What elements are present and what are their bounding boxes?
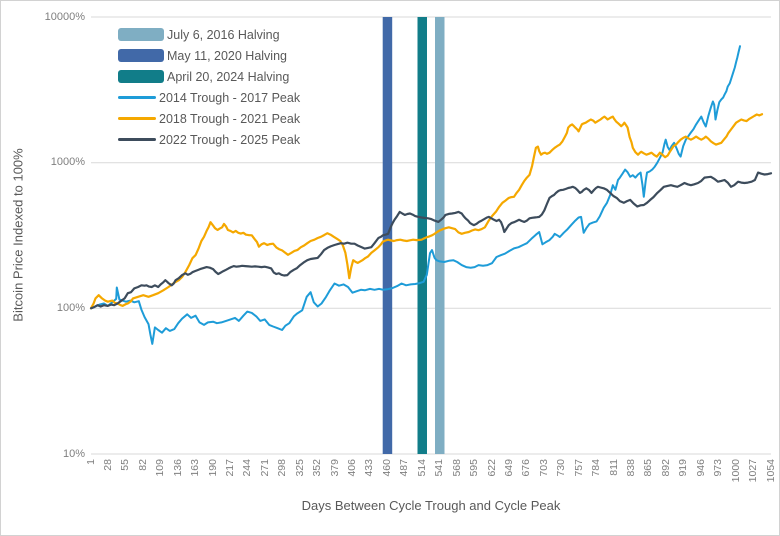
halving-bar xyxy=(417,17,427,454)
x-tick-label: 811 xyxy=(607,459,620,476)
x-tick-label: 784 xyxy=(590,459,603,477)
cycle-2022-line-swatch xyxy=(118,138,156,141)
x-tick-label: 946 xyxy=(694,459,707,477)
x-tick-label: 757 xyxy=(572,459,585,477)
x-tick-label: 271 xyxy=(258,459,271,477)
x-tick-label: 1027 xyxy=(747,459,760,483)
x-tick-label: 541 xyxy=(433,459,446,477)
x-tick-label: 298 xyxy=(276,459,289,477)
legend-item-halving-2020: May 11, 2020 Halving xyxy=(118,45,300,66)
x-tick-label: 730 xyxy=(555,459,568,477)
halving-2024-swatch xyxy=(118,70,164,83)
legend-item-halving-2016: July 6, 2016 Halving xyxy=(118,24,300,45)
series-line-0 xyxy=(90,45,741,345)
y-tick-label: 1000% xyxy=(50,156,85,169)
legend-label: July 6, 2016 Halving xyxy=(167,27,280,42)
x-tick-label: 514 xyxy=(415,459,428,477)
x-tick-label: 28 xyxy=(101,459,114,471)
y-tick-label: 100% xyxy=(56,301,85,314)
x-tick-label: 487 xyxy=(398,459,411,477)
legend-item-cycle-2014: 2014 Trough - 2017 Peak xyxy=(118,87,300,108)
legend-label: May 11, 2020 Halving xyxy=(167,48,287,63)
x-tick-label: 136 xyxy=(171,459,184,477)
x-tick-label: 1 xyxy=(84,459,97,465)
legend-item-cycle-2018: 2018 Trough - 2021 Peak xyxy=(118,108,300,129)
halving-2020-swatch xyxy=(118,49,164,62)
x-tick-label: 865 xyxy=(642,459,655,477)
legend-label: April 20, 2024 Halving xyxy=(167,69,290,84)
x-tick-label: 433 xyxy=(363,459,376,477)
halving-bar xyxy=(435,17,445,454)
x-tick-label: 217 xyxy=(223,459,236,477)
x-tick-label: 325 xyxy=(293,459,306,477)
x-tick-label: 190 xyxy=(206,459,219,477)
x-tick-label: 406 xyxy=(346,459,359,477)
y-axis-title: Bitcoin Price Indexed to 100% xyxy=(10,148,26,322)
x-tick-label: 460 xyxy=(380,459,393,477)
x-tick-label: 379 xyxy=(328,459,341,477)
legend-label: 2018 Trough - 2021 Peak xyxy=(159,111,301,126)
halving-2016-swatch xyxy=(118,28,164,41)
x-tick-label: 1000 xyxy=(729,459,742,483)
x-tick-label: 1054 xyxy=(764,459,777,483)
halving-bar xyxy=(382,17,393,454)
y-tick-label: 10000% xyxy=(44,10,85,23)
series-line-2 xyxy=(89,171,773,310)
cycle-2018-line-swatch xyxy=(118,117,156,120)
x-tick-label: 838 xyxy=(625,459,637,477)
x-tick-label: 568 xyxy=(450,459,463,477)
x-tick-label: 55 xyxy=(119,459,132,471)
halving-bars xyxy=(382,17,445,454)
legend-item-halving-2024: April 20, 2024 Halving xyxy=(118,66,300,87)
x-tick-label: 82 xyxy=(136,459,149,471)
legend-label: 2014 Trough - 2017 Peak xyxy=(159,90,301,105)
legend: July 6, 2016 Halving May 11, 2020 Halvin… xyxy=(118,24,300,150)
legend-label: 2022 Trough - 2025 Peak xyxy=(159,132,301,147)
x-tick-label: 676 xyxy=(520,459,533,477)
legend-item-cycle-2022: 2022 Trough - 2025 Peak xyxy=(118,129,300,150)
x-tick-label: 919 xyxy=(677,459,690,477)
y-tick-label: 10% xyxy=(62,447,85,460)
x-tick-label: 703 xyxy=(537,459,550,477)
x-tick-label: 892 xyxy=(659,459,672,477)
x-tick-label: 973 xyxy=(712,459,725,477)
x-tick-label: 622 xyxy=(485,459,498,477)
x-tick-label: 109 xyxy=(154,459,167,477)
cycle-2014-line-swatch xyxy=(118,96,156,99)
x-tick-label: 352 xyxy=(311,459,324,477)
x-tick-label: 595 xyxy=(468,459,481,477)
x-tick-label: 163 xyxy=(189,459,202,477)
x-tick-label: 649 xyxy=(502,459,515,477)
x-tick-label: 244 xyxy=(241,459,254,477)
x-axis-title: Days Between Cycle Trough and Cycle Peak xyxy=(301,498,561,513)
gridlines xyxy=(91,16,771,455)
series-line-1 xyxy=(89,113,764,310)
